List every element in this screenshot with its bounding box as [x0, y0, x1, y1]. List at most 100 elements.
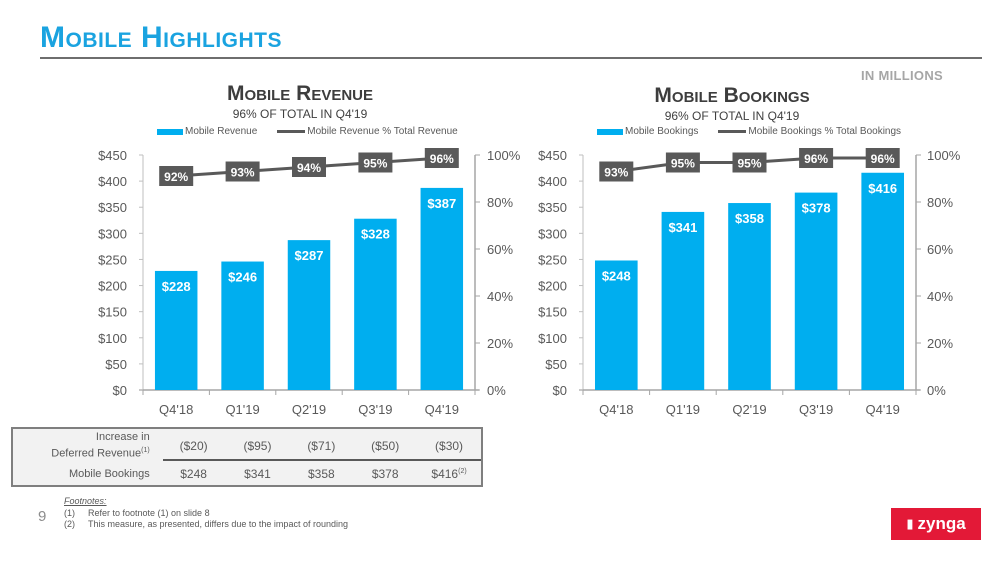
reconciliation-table: Increase in Deferred Revenue(1) ($20) ($…	[11, 427, 483, 487]
legend-bar-label: Mobile Revenue	[185, 126, 258, 137]
revenue-bar-label: $387	[427, 196, 456, 211]
revenue-pct-label-box	[225, 161, 260, 182]
bookings-bar-label: $341	[668, 220, 697, 235]
bookings-y-tick-label: $50	[545, 357, 567, 372]
row-label: Mobile Bookings	[68, 467, 150, 480]
bookings-y2-tick-label: 20%	[927, 336, 953, 351]
revenue-bar-label: $328	[361, 227, 390, 242]
revenue-pct-label-box	[292, 157, 326, 177]
bookings-bar-label: $378	[802, 201, 831, 216]
bookings-y-tick-label: $300	[538, 226, 567, 241]
footnotes: Footnotes: (1) Refer to footnote (1) on s…	[64, 496, 348, 531]
bookings-x-tick-label: Q3'19	[799, 402, 833, 417]
revenue-x-tick-label: Q1'19	[225, 402, 259, 417]
table-cell: ($71)	[307, 439, 336, 453]
legend-bar-label: Mobile Bookings	[625, 126, 699, 137]
revenue-y-tick-label: $350	[98, 200, 127, 215]
units-note: IN MILLIONS	[860, 68, 943, 83]
bookings-pct-label-box	[799, 148, 834, 168]
bookings-y-tick-label: $250	[538, 252, 567, 267]
bookings-y-tick-label: $200	[538, 279, 567, 294]
bookings-pct-label: 93%	[604, 166, 628, 180]
table-cell: $416(2)	[417, 467, 481, 481]
revenue-x-tick-label: Q3'19	[358, 402, 392, 417]
table-row-deferred-revenue: Increase in Deferred Revenue(1) ($20) ($…	[13, 431, 481, 461]
footnotes-heading: Footnotes:	[64, 496, 107, 506]
revenue-y-tick-label: $200	[98, 279, 127, 294]
legend-line-label: Mobile Bookings % Total Bookings	[748, 126, 902, 137]
table-cell: $248	[180, 467, 207, 481]
bookings-y2-tick-label: 0%	[927, 383, 946, 398]
revenue-pct-label: 95%	[363, 157, 387, 171]
footnote-text: Refer to footnote (1) on slide 8	[88, 507, 210, 518]
legend-bar-swatch	[157, 128, 183, 135]
revenue-pct-label-box	[424, 148, 459, 168]
bookings-x-tick-label: Q2'19	[732, 402, 766, 417]
revenue-x-tick-label: Q2'19	[292, 402, 326, 417]
bookings-bar	[861, 172, 905, 390]
bookings-bar	[661, 211, 705, 390]
revenue-bar-label: $228	[162, 279, 191, 294]
revenue-bar-label: $287	[295, 248, 324, 263]
bookings-chart-title: Mobile Bookings	[654, 84, 810, 107]
revenue-y2-tick-label: 0%	[487, 383, 506, 398]
bookings-x-tick-label: Q4'18	[599, 402, 633, 417]
bookings-pct-label-box	[599, 161, 634, 182]
footnote-item: (2) This measure, as presented, differs d…	[64, 519, 348, 531]
legend-bar-swatch	[597, 128, 623, 135]
revenue-y2-tick-label: 60%	[487, 242, 513, 257]
revenue-y2-tick-label: 100%	[487, 148, 521, 163]
bookings-y-tick-label: $150	[538, 305, 567, 320]
bookings-pct-label: 95%	[671, 157, 695, 171]
legend-line-swatch	[277, 130, 306, 133]
row-divider	[163, 459, 481, 461]
dog-icon: ▮	[906, 516, 914, 531]
bookings-pct-label: 96%	[871, 152, 895, 166]
footnote-number: (1)	[64, 507, 75, 518]
revenue-y-tick-label: $400	[98, 174, 127, 189]
revenue-y2-tick-label: 80%	[487, 195, 513, 210]
row-label-line2: Deferred Revenue	[51, 447, 142, 460]
footnote-item: (1) Refer to footnote (1) on slide 8	[64, 508, 348, 520]
revenue-pct-label-box	[358, 152, 393, 173]
revenue-bar	[354, 218, 397, 390]
table-cell: $378	[371, 467, 399, 481]
bookings-legend: Mobile Bookings Mobile Bookings % Total …	[597, 126, 901, 137]
bookings-y2-tick-label: 40%	[927, 289, 953, 304]
bookings-bar	[594, 260, 638, 390]
page-number: 9	[38, 508, 47, 525]
zynga-logo: ▮ zynga	[891, 508, 981, 540]
table-cell: ($50)	[371, 439, 400, 453]
revenue-bar	[287, 240, 331, 390]
bookings-y-tick-label: $0	[553, 383, 567, 398]
revenue-pct-label: 96%	[430, 152, 454, 166]
title-divider	[40, 57, 982, 59]
bookings-y-tick-label: $350	[538, 200, 567, 215]
bookings-y2-tick-label: 80%	[927, 195, 953, 210]
revenue-bar	[154, 270, 198, 390]
revenue-y2-tick-label: 20%	[487, 336, 513, 351]
legend-line-label: Mobile Revenue % Total Revenue	[307, 126, 458, 137]
footnote-number: (2)	[64, 519, 75, 529]
bookings-y-tick-label: $100	[538, 331, 567, 346]
revenue-y2-tick-label: 40%	[487, 289, 513, 304]
bookings-pct-label: 96%	[804, 152, 828, 166]
revenue-chart-title: Mobile Revenue	[226, 82, 373, 105]
row-label: Increase in Deferred Revenue(1)	[13, 431, 150, 461]
bookings-x-tick-label: Q1'19	[666, 402, 700, 417]
revenue-y-tick-label: $0	[113, 383, 127, 398]
bookings-bar-label: $358	[735, 211, 764, 226]
revenue-x-tick-label: Q4'18	[159, 402, 193, 417]
revenue-x-tick-label: Q4'19	[425, 402, 459, 417]
bookings-y-tick-label: $450	[538, 148, 567, 163]
bookings-pct-label: 95%	[737, 157, 761, 171]
table-cell: ($20)	[179, 439, 208, 453]
bookings-bar-label: $248	[602, 268, 631, 283]
revenue-pct-label: 94%	[297, 161, 321, 175]
bookings-pct-label-box	[865, 148, 900, 168]
revenue-chart-subtitle: 96% OF TOTAL IN Q4'19	[232, 107, 368, 121]
table-row-mobile-bookings: Mobile Bookings $248 $341 $358 $378 $416…	[13, 463, 481, 485]
revenue-y-tick-label: $50	[105, 357, 127, 372]
row-label-line1: Increase in	[95, 431, 150, 444]
table-cell: $358	[307, 467, 335, 481]
